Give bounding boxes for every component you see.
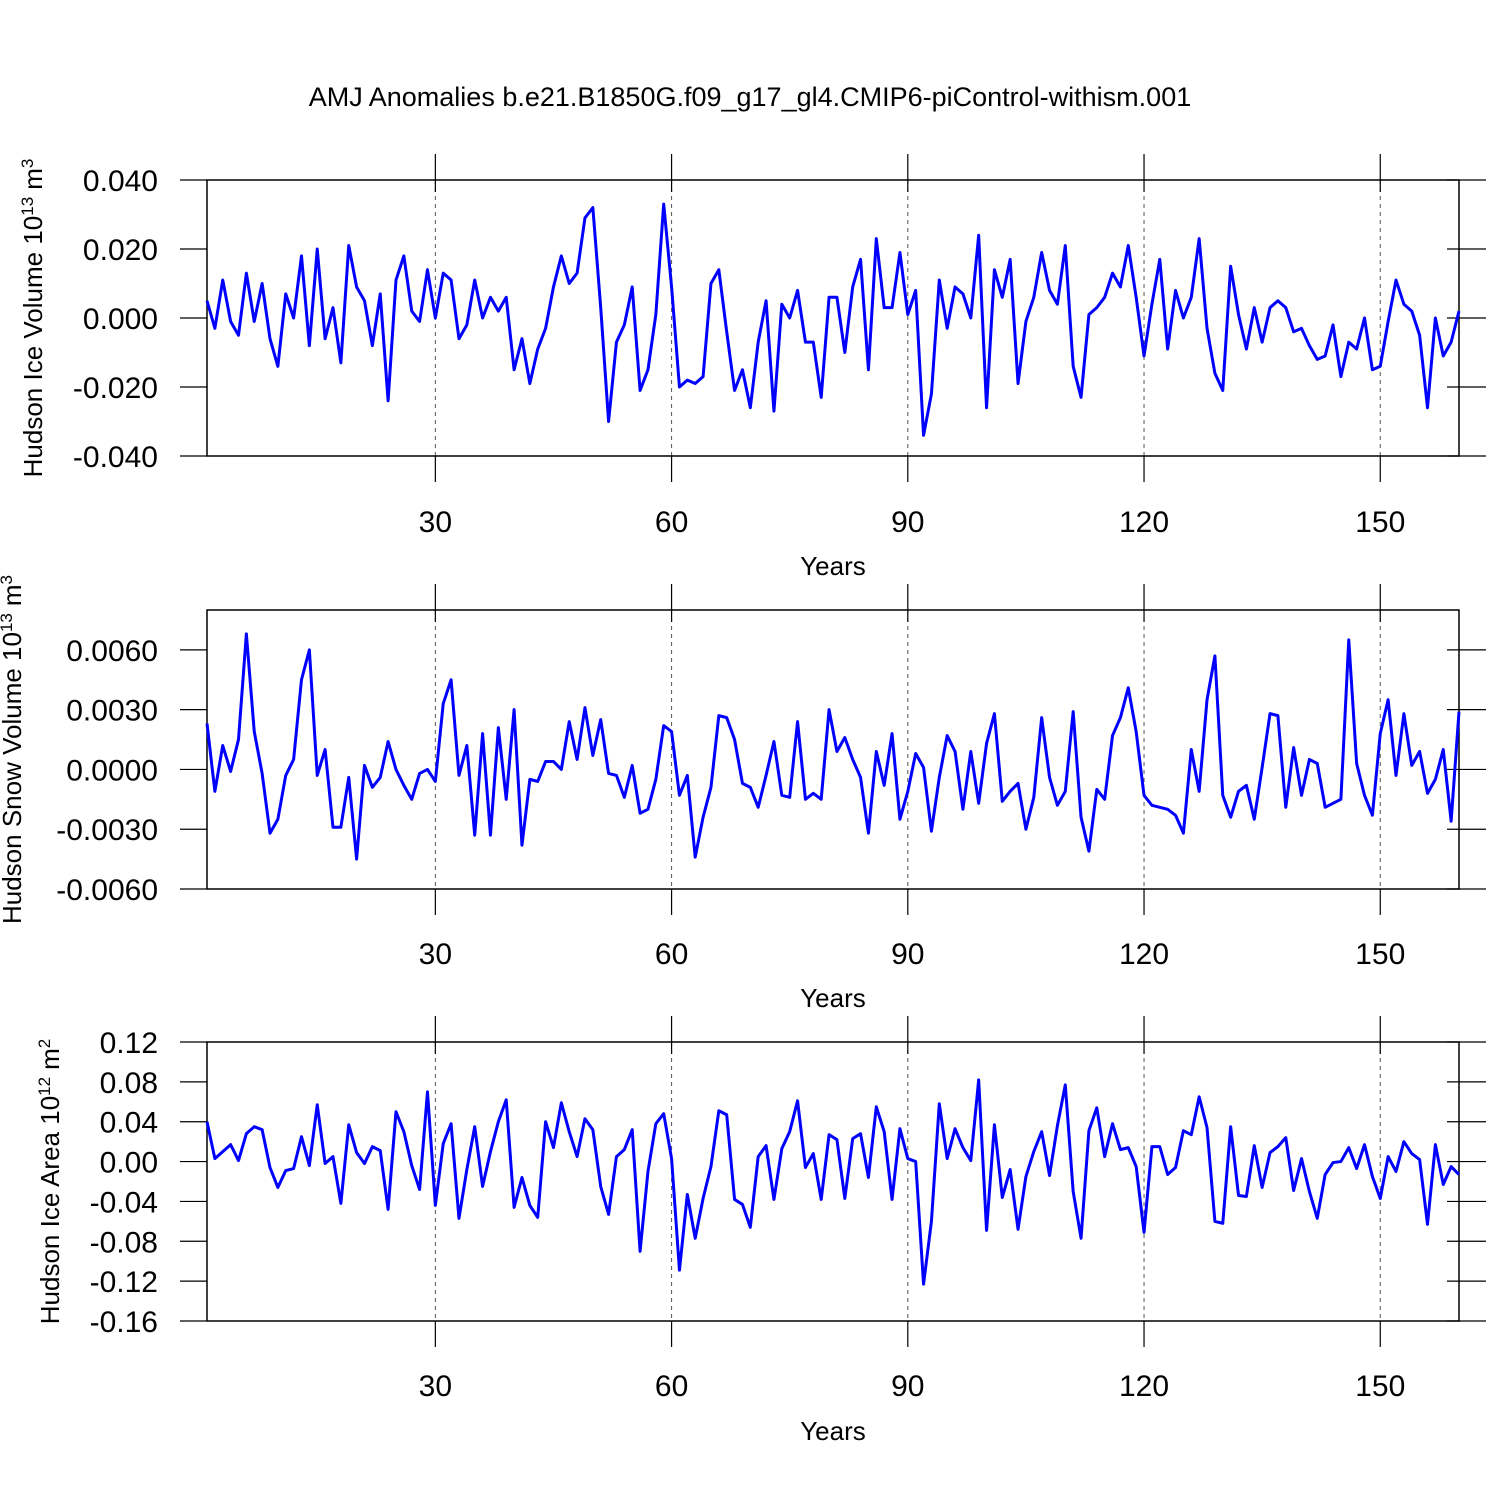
y-tick-label: 0.0060 [66,635,158,668]
y-axis-title-part: m [18,168,48,190]
x-tick-label: 150 [1355,506,1405,539]
x-tick-label: 30 [419,506,452,539]
chart-title: AMJ Anomalies b.e21.B1850G.f09_g17_gl4.C… [309,82,1191,112]
x-tick-label: 90 [891,1370,924,1403]
y-axis-title-part: m [35,1048,65,1070]
y-tick-label: -0.12 [90,1266,158,1299]
x-tick-label: 90 [891,938,924,971]
x-tick-label: 60 [655,1370,688,1403]
x-tick-label: 120 [1119,1370,1169,1403]
plot-frame [206,179,1460,457]
x-tick-label: 60 [655,938,688,971]
y-axis-title-part: m [0,584,27,606]
y-tick-label: -0.04 [90,1186,158,1219]
x-tick-label: 150 [1355,938,1405,971]
y-tick-label: -0.08 [90,1226,158,1259]
y-axis-title-part: 3 [0,575,16,584]
x-tick-label: 30 [419,1370,452,1403]
x-tick-label: 30 [419,938,452,971]
y-tick-label: 0.00 [100,1147,158,1180]
y-tick-label: 0.04 [100,1107,158,1140]
y-axis-title-part: 2 [35,1039,54,1048]
y-axis-title: Hudson Snow Volume 1013 m3 [0,575,27,924]
y-tick-label: 0.0030 [66,695,158,728]
x-tick-label: 120 [1119,938,1169,971]
y-tick-label: -0.040 [73,441,158,474]
y-tick-label: 0.0000 [66,754,158,787]
y-axis-title-part: Hudson Ice Volume 10 [18,216,48,478]
x-tick-label: 90 [891,506,924,539]
x-axis-title: Years [800,1416,866,1446]
y-tick-label: 0.08 [100,1067,158,1100]
y-tick-label: -0.0030 [56,814,158,847]
y-tick-label: 0.12 [100,1027,158,1060]
x-tick-label: 60 [655,506,688,539]
y-axis-title-part: Hudson Ice Area 10 [35,1096,65,1324]
y-axis-title: Hudson Ice Volume 1013 m3 [18,159,49,478]
y-axis-title-part: 13 [18,197,37,216]
x-axis-title: Years [800,551,866,581]
data-line [205,1078,1461,1286]
plot-frame [206,609,1460,890]
data-line [205,632,1461,861]
y-axis-title-part: Hudson Snow Volume 10 [0,632,27,924]
y-tick-label: 0.040 [83,165,158,198]
x-tick-label: 120 [1119,506,1169,539]
x-axis-title: Years [800,983,866,1013]
y-tick-label: -0.16 [90,1306,158,1339]
y-axis-title: Hudson Ice Area 1012 m2 [35,1039,66,1324]
y-tick-label: 0.000 [83,303,158,336]
y-tick-label: -0.0060 [56,874,158,907]
y-axis-title-part: 12 [35,1077,54,1096]
data-line [205,202,1461,437]
plot-frame [206,1041,1460,1322]
y-axis-title-part: 3 [18,159,37,168]
y-tick-label: 0.020 [83,234,158,267]
x-tick-label: 150 [1355,1370,1405,1403]
y-tick-label: -0.020 [73,372,158,405]
y-axis-title-part: 13 [0,613,16,632]
